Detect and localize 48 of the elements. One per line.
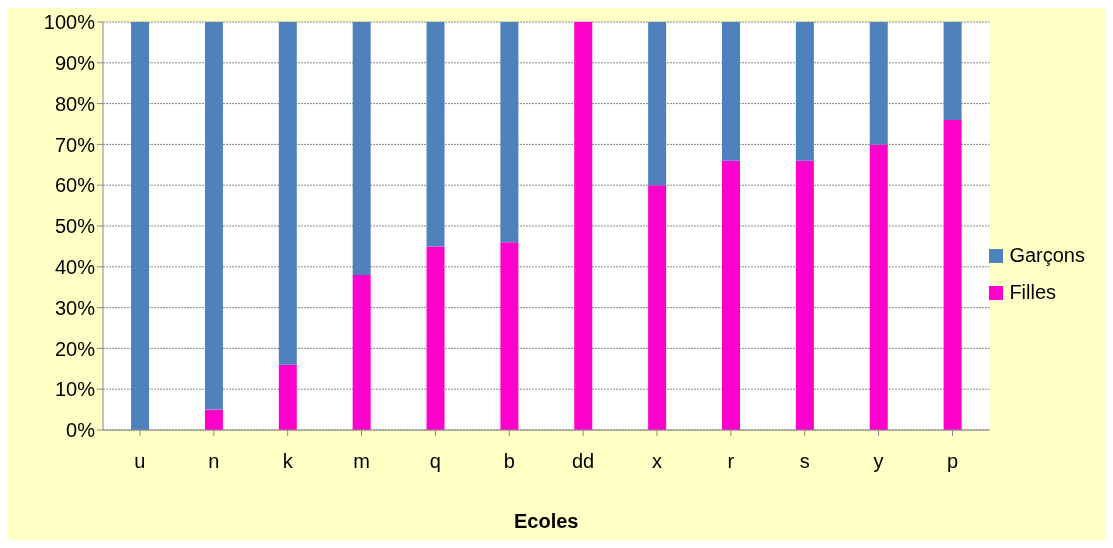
x-tick-label: u (134, 450, 146, 473)
x-tick-label: b (503, 450, 515, 473)
x-tick-label: m (353, 450, 370, 473)
bar (352, 274, 371, 430)
bar (278, 364, 297, 430)
y-tick-label: 100% (43, 11, 96, 34)
bar (352, 22, 371, 275)
y-tick-label: 0% (66, 419, 96, 442)
bar (869, 22, 888, 145)
bar (943, 22, 962, 120)
y-tick-label: 70% (54, 133, 96, 156)
bar (722, 22, 741, 161)
x-tick-label: r (727, 450, 735, 473)
y-tick-label: 80% (54, 92, 96, 115)
x-tick-label: k (282, 450, 294, 473)
y-tick-label: 90% (54, 51, 96, 74)
x-tick-label: y (873, 450, 884, 473)
y-tick-label: 30% (54, 296, 96, 319)
x-tick-label: n (208, 450, 220, 473)
x-tick-label: x (652, 450, 662, 473)
x-tick-label: s (799, 450, 810, 473)
bar (795, 160, 814, 430)
bar (500, 242, 519, 430)
bar (204, 409, 223, 430)
bar (278, 22, 297, 365)
legend-label: Garçons (1009, 244, 1085, 267)
bar (795, 22, 814, 161)
bar (869, 144, 888, 430)
x-tick-label: dd (572, 450, 595, 473)
bar (204, 22, 223, 410)
x-axis-title: Ecoles (513, 510, 579, 532)
y-tick-label: 20% (54, 337, 96, 360)
x-tick-label: p (946, 450, 959, 473)
bar (426, 246, 445, 430)
y-tick-label: 50% (54, 215, 96, 238)
bar (131, 22, 150, 430)
bar (943, 119, 962, 430)
bar (500, 22, 519, 243)
y-tick-label: 10% (54, 378, 96, 401)
legend-label: Filles (1009, 281, 1057, 304)
x-tick-label: q (429, 450, 441, 473)
y-tick-label: 40% (54, 255, 96, 278)
y-tick-label: 60% (54, 174, 96, 197)
bar (648, 185, 667, 430)
bar (722, 160, 741, 430)
bar (426, 22, 445, 247)
bar (648, 22, 667, 186)
bar (574, 22, 593, 430)
